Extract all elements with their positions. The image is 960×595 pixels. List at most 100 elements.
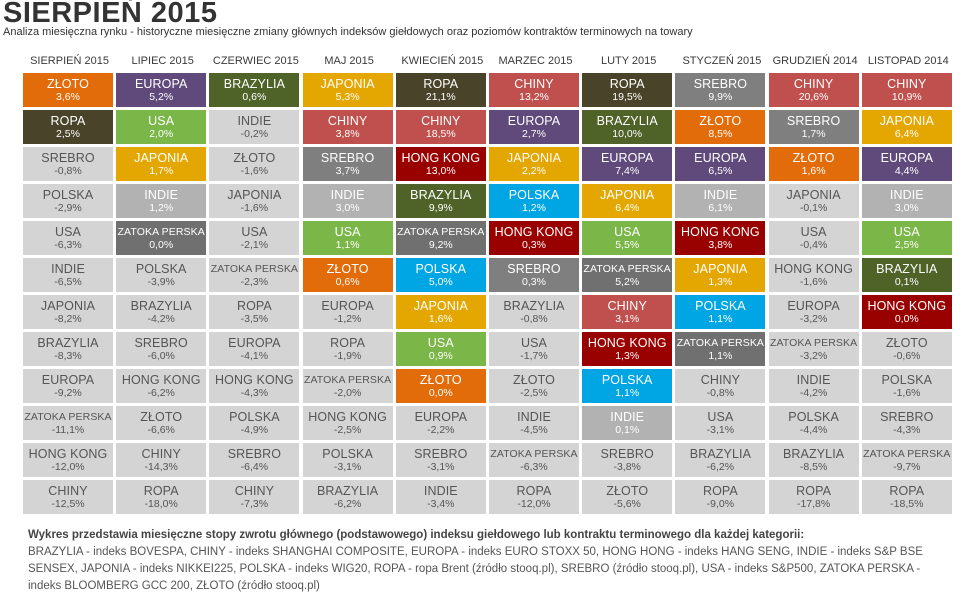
return-cell: ZATOKA PERSKA 9,2% <box>395 221 486 255</box>
cell-category-label: POLSKA <box>788 409 839 424</box>
cell-category-label: POLSKA <box>601 372 653 387</box>
cell-category-label: POLSKA <box>135 261 187 276</box>
return-cell: ZŁOTO 0,0% <box>395 369 486 403</box>
cell-category-label: HONG KONG <box>681 224 760 239</box>
cell-value-label: -2,2% <box>427 423 455 436</box>
cell-category-label: ZATOKA PERSKA <box>490 447 578 460</box>
cell-category-label: INDIE <box>517 409 551 424</box>
cell-value-label: -4,2% <box>147 312 175 325</box>
cell-category-label: ZŁOTO <box>699 113 742 128</box>
cell-value-label: 2,2% <box>522 164 546 177</box>
return-cell: USA 2,0% <box>116 110 207 144</box>
cell-value-label: 6,4% <box>615 201 640 214</box>
cell-category-label: JAPONIA <box>227 187 282 202</box>
cell-value-label: -3,1% <box>427 460 455 473</box>
cell-category-label: POLSKA <box>322 446 373 461</box>
cell-value-label: 1,7% <box>801 127 826 140</box>
return-cell: INDIE 1,2% <box>116 184 207 218</box>
cell-category-label: POLSKA <box>415 261 467 276</box>
cell-category-label: CHINY <box>514 76 554 91</box>
return-cell: SREBRO -3,1% <box>395 443 486 477</box>
return-cell: JAPONIA -1,6% <box>209 184 300 218</box>
cell-category-label: ZŁOTO <box>326 261 369 276</box>
return-cell: USA -0,4% <box>768 221 859 255</box>
cell-category-label: INDIE <box>237 113 272 128</box>
month-header: LISTOPAD 2014 <box>867 55 949 67</box>
return-cell: INDIE 0,1% <box>582 406 673 440</box>
month-header: GRUDZIEŃ 2014 <box>772 55 858 67</box>
cell-value-label: 0,0% <box>428 386 453 399</box>
return-cell: EUROPA 2,7% <box>489 110 579 144</box>
cell-category-label: JAPONIA <box>693 261 748 276</box>
cell-value-label: 5,3% <box>335 90 360 103</box>
cell-category-label: ROPA <box>50 113 86 128</box>
cell-value-label: -4,4% <box>799 423 828 436</box>
cell-value-label: 2,7% <box>522 127 546 140</box>
return-cell: SREBRO -6,0% <box>116 332 207 366</box>
cell-category-label: EUROPA <box>787 298 840 313</box>
return-cell: ZŁOTO -6,6% <box>116 406 207 440</box>
cell-category-label: INDIE <box>423 483 458 498</box>
cell-value-label: -6,0% <box>147 349 175 362</box>
cell-value-label: 0,0% <box>894 312 919 325</box>
return-cell: POLSKA 5,0% <box>395 258 486 292</box>
return-cell: HONG KONG -6,2% <box>116 369 207 403</box>
cell-value-label: 0,3% <box>522 238 546 251</box>
return-cell: BRAZYLIA 10,0% <box>582 110 673 144</box>
cell-category-label: SREBRO <box>880 409 934 424</box>
return-cell: JAPONIA 2,2% <box>489 147 579 181</box>
returns-grid: ZŁOTO 3,6% ROPA 2,5% SREBRO -0,8% POLSKA -2,9% U… <box>23 73 957 517</box>
cell-category-label: INDIE <box>703 187 738 202</box>
cell-value-label: -6,6% <box>147 423 175 436</box>
return-cell: HONG KONG 1,3% <box>582 332 673 366</box>
cell-value-label: 0,0% <box>149 238 174 251</box>
cell-value-label: -6,4% <box>240 460 269 473</box>
cell-category-label: EUROPA <box>228 335 281 350</box>
cell-value-label: 7,4% <box>615 164 640 177</box>
return-cell: CHINY 10,9% <box>861 73 952 107</box>
cell-value-label: -8,5% <box>799 460 828 473</box>
cell-category-label: JAPONIA <box>786 187 841 202</box>
cell-category-label: ZATOKA PERSKA <box>210 262 299 275</box>
cell-category-label: USA <box>148 113 175 128</box>
return-cell: CHINY 20,6% <box>768 73 859 107</box>
cell-category-label: ZŁOTO <box>233 150 276 165</box>
month-header: LUTY 2015 <box>600 55 657 67</box>
cell-category-label: ZATOKA PERSKA <box>863 447 951 460</box>
cell-value-label: 1,1% <box>708 349 733 362</box>
cell-category-label: SREBRO <box>414 446 468 461</box>
cell-category-label: CHINY <box>793 76 834 91</box>
cell-value-label: -3,5% <box>240 312 269 325</box>
cell-value-label: 19,5% <box>612 90 643 103</box>
cell-value-label: -0,6% <box>893 349 921 362</box>
cell-value-label: 8,5% <box>708 127 733 140</box>
return-cell: HONG KONG 0,3% <box>489 221 579 255</box>
cell-value-label: 9,9% <box>708 90 733 103</box>
return-cell: ZATOKA PERSKA -11,1% <box>23 406 113 440</box>
return-cell: ROPA 21,1% <box>395 73 486 107</box>
return-cell: CHINY -14,3% <box>116 443 207 477</box>
cell-value-label: -1,7% <box>520 349 548 362</box>
return-cell: POLSKA -4,9% <box>209 406 300 440</box>
cell-category-label: ZATOKA PERSKA <box>583 262 671 275</box>
return-cell: ZATOKA PERSKA 0,0% <box>116 221 207 255</box>
cell-value-label: -6,2% <box>706 460 735 473</box>
return-cell: HONG KONG -1,6% <box>768 258 859 292</box>
cell-value-label: -6,2% <box>333 497 362 510</box>
cell-value-label: 5,0% <box>428 275 453 288</box>
return-cell: INDIE -4,2% <box>768 369 859 403</box>
cell-category-label: HONG KONG <box>494 224 574 239</box>
cell-value-label: -3,8% <box>613 460 641 473</box>
cell-value-label: -0,4% <box>799 238 828 251</box>
cell-category-label: JAPONIA <box>506 150 562 165</box>
return-cell: EUROPA 7,4% <box>582 147 673 181</box>
cell-value-label: 3,8% <box>708 238 733 251</box>
cell-value-label: 1,1% <box>615 386 640 399</box>
cell-category-label: JAPONIA <box>879 113 934 128</box>
cell-value-label: -2,1% <box>240 238 269 251</box>
cell-category-label: INDIE <box>330 187 365 202</box>
cell-value-label: -2,0% <box>333 386 362 399</box>
cell-category-label: USA <box>893 224 920 239</box>
cell-category-label: SREBRO <box>41 150 95 165</box>
cell-value-label: 0,6% <box>335 275 360 288</box>
